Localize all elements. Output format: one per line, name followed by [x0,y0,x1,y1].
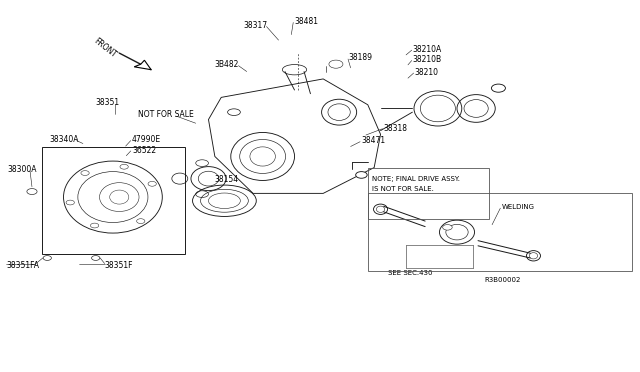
Text: SEE SEC.430: SEE SEC.430 [388,270,433,276]
Polygon shape [134,60,151,70]
Text: WELDING: WELDING [502,204,534,210]
Text: 38351FA: 38351FA [6,261,40,270]
Ellipse shape [492,84,506,92]
Ellipse shape [136,219,145,224]
Text: 38481: 38481 [294,17,319,26]
Text: 38154: 38154 [215,175,239,184]
Text: 38210: 38210 [414,68,438,77]
Bar [368,193,632,271]
Bar [42,147,185,254]
Text: R3B00002: R3B00002 [484,277,521,283]
Text: 36522: 36522 [132,146,156,155]
Bar [368,167,489,219]
Text: IS NOT FOR SALE.: IS NOT FOR SALE. [372,186,434,192]
Text: 38318: 38318 [384,124,408,132]
Text: 38340A: 38340A [49,135,79,144]
Text: 38351F: 38351F [104,261,133,270]
Ellipse shape [43,256,51,260]
Ellipse shape [92,256,100,260]
Text: 38317: 38317 [244,21,268,30]
Text: 38189: 38189 [349,53,372,62]
Text: 3B482: 3B482 [215,60,239,70]
Ellipse shape [66,200,74,205]
Ellipse shape [90,223,99,228]
Ellipse shape [329,60,343,68]
Ellipse shape [443,225,452,230]
Ellipse shape [148,182,156,186]
Ellipse shape [81,171,89,176]
Text: 38210B: 38210B [412,55,442,64]
Text: 38471: 38471 [362,137,385,145]
Text: FRONT: FRONT [92,36,118,59]
Ellipse shape [356,171,367,178]
Text: 38351: 38351 [96,98,120,107]
Text: 38300A: 38300A [8,165,37,174]
Text: 47990E: 47990E [132,135,161,144]
Text: NOTE; FINAL DRIVE ASSY.: NOTE; FINAL DRIVE ASSY. [372,176,460,182]
Text: NOT FOR SALE: NOT FOR SALE [138,109,194,119]
Ellipse shape [27,189,37,195]
Ellipse shape [120,164,128,169]
Text: 38210A: 38210A [412,45,442,54]
